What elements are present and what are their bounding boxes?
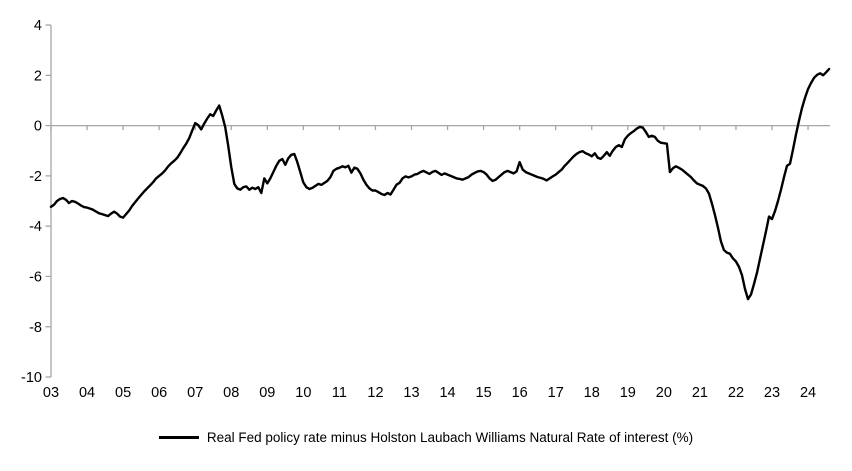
x-tick-label: 23 — [764, 385, 780, 401]
x-tick-label: 24 — [800, 385, 816, 401]
legend-line-swatch — [158, 436, 199, 439]
x-tick-label: 20 — [656, 385, 672, 401]
y-tick-label: -4 — [29, 219, 42, 235]
y-tick-label: 4 — [34, 18, 42, 34]
y-tick-label: 0 — [34, 119, 42, 135]
y-tick-label: -8 — [29, 320, 42, 336]
legend-label: Real Fed policy rate minus Holston Lauba… — [206, 430, 694, 445]
y-axis: 4 2 0 -2 -4 -6 -8 -10 — [21, 18, 52, 386]
legend: Real Fed policy rate minus Holston Lauba… — [0, 430, 852, 445]
x-tick-label: 08 — [223, 385, 239, 401]
x-tick-label: 22 — [728, 385, 744, 401]
x-tick-label: 19 — [620, 385, 636, 401]
series-line — [49, 67, 831, 301]
x-tick-label: 04 — [79, 385, 95, 401]
x-tick-label: 11 — [332, 385, 347, 401]
x-tick-label: 12 — [367, 385, 383, 401]
x-tick-label: 13 — [403, 385, 419, 401]
y-tick-label: -6 — [29, 270, 42, 286]
x-tick-label: 15 — [476, 385, 492, 401]
x-tick-label: 07 — [187, 385, 203, 401]
y-tick-label: -10 — [21, 370, 42, 386]
x-tick-label: 18 — [584, 385, 600, 401]
x-tick-label: 21 — [692, 385, 708, 401]
x-tick-label: 06 — [151, 385, 167, 401]
y-tick-label: 2 — [34, 68, 42, 84]
x-tick-label: 17 — [548, 385, 564, 401]
y-tick-label: -2 — [29, 169, 42, 185]
x-tick-label: 03 — [43, 385, 59, 401]
x-tick-label: 10 — [295, 385, 311, 401]
x-tick-label: 16 — [512, 385, 528, 401]
x-tick-label: 09 — [259, 385, 275, 401]
x-tick-label: 14 — [439, 385, 455, 401]
x-tick-label: 05 — [115, 385, 131, 401]
x-axis: 03 04 05 06 07 08 09 10 11 12 13 14 15 16 17 18 19 20 21 22… — [43, 124, 831, 401]
